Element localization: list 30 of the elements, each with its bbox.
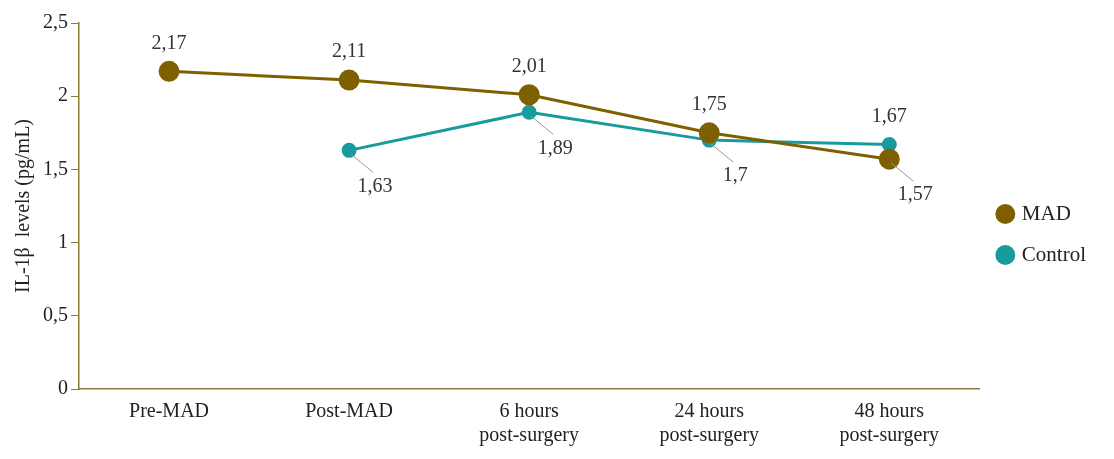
data-label: 2,17 — [151, 30, 187, 53]
point — [518, 84, 540, 106]
x-tick-label: 24 hours post-surgery — [659, 399, 760, 447]
y-tick-label: 0,5 — [43, 303, 68, 326]
x-tick-label: 48 hours post-surgery — [839, 399, 940, 447]
point — [878, 148, 900, 170]
y-axis-title: IL-1β levels (pg/mL) — [11, 118, 35, 294]
data-label: 2,11 — [331, 39, 367, 62]
y-tick-label: 2,5 — [43, 10, 68, 33]
y-tick-label: 0 — [58, 376, 68, 399]
point — [338, 69, 360, 91]
point — [698, 122, 720, 144]
data-label: 1,57 — [897, 182, 933, 205]
x-tick-label: Post-MAD — [305, 399, 393, 422]
x-tick-label: 6 hours post-surgery — [479, 399, 579, 447]
data-label: 1,89 — [537, 135, 573, 158]
point — [341, 142, 357, 158]
x-tick-label: Pre-MAD — [129, 399, 210, 422]
point — [521, 104, 537, 120]
data-label: 1,67 — [871, 103, 907, 126]
data-label: 1,75 — [691, 92, 727, 115]
y-tick-label: 1 — [58, 229, 68, 252]
data-label: 1,7 — [722, 163, 748, 186]
y-tick-label: 1,5 — [43, 156, 68, 179]
y-tick-label: 2 — [58, 83, 68, 106]
legend-label: Control — [1021, 241, 1087, 266]
data-label: 1,63 — [357, 173, 393, 196]
legend-label: MAD — [1021, 200, 1071, 225]
data-label: 2,01 — [511, 53, 547, 76]
point — [158, 60, 180, 82]
